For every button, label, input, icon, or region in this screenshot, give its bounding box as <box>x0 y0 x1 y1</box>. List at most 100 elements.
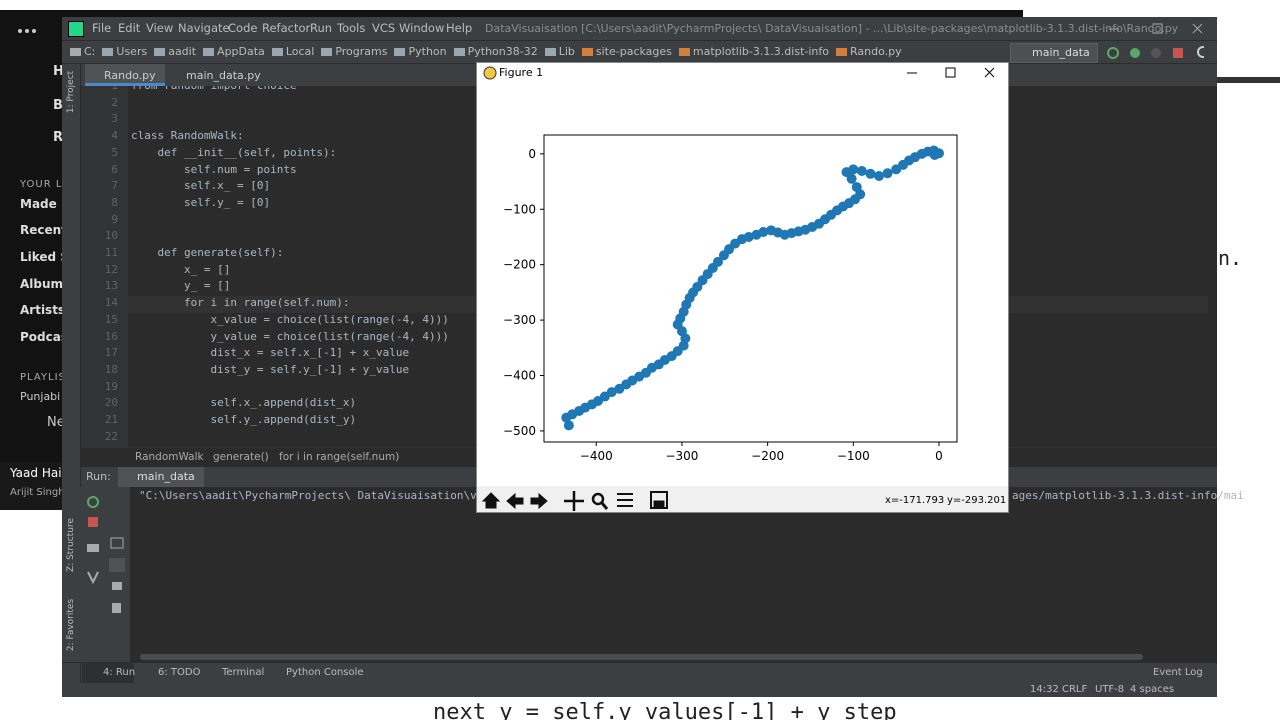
code-line: x_ = [] <box>131 262 231 276</box>
line-number: 2 <box>111 95 118 109</box>
menu-item[interactable]: Tools <box>337 21 366 35</box>
line-number: 21 <box>104 413 118 426</box>
spotify-nav: H <box>53 64 64 79</box>
menu-item[interactable]: Code <box>228 21 258 35</box>
code-line: x_value = choice(list(range(-4, 4))) <box>131 312 449 326</box>
path-text[interactable]: Python <box>408 45 447 58</box>
line-number: 11 <box>104 246 118 259</box>
path-item[interactable]: Programs <box>321 45 387 58</box>
menu-item[interactable]: Navigate <box>178 21 230 35</box>
menu-item[interactable]: Edit <box>118 21 141 35</box>
line-number: 7 <box>111 179 118 193</box>
path-item[interactable]: Lib <box>544 45 575 58</box>
coord-x: x=-171.793 <box>885 495 945 506</box>
menu-item[interactable]: Refactor <box>262 21 311 35</box>
active-bottom-tab[interactable] <box>82 662 134 683</box>
path-text[interactable]: Users <box>116 45 148 58</box>
bottom-tab[interactable]: 4: Run <box>103 667 136 678</box>
line-number: 18 <box>104 362 118 376</box>
path-text[interactable]: Python38-32 <box>467 45 538 58</box>
point <box>851 182 862 193</box>
h-scrollbar[interactable] <box>140 654 1143 660</box>
point <box>929 149 940 160</box>
side-tool: 2: Favorites <box>66 598 76 652</box>
menu-item[interactable]: Window <box>399 21 445 35</box>
point <box>848 164 859 175</box>
folder-icon <box>70 47 81 56</box>
path-item[interactable]: C: <box>70 45 95 58</box>
ide-window-controls <box>1109 23 1203 34</box>
path-text[interactable]: AppData <box>217 45 265 58</box>
line-number: 17 <box>104 346 118 360</box>
editor-tab[interactable]: Rando.py <box>104 69 156 82</box>
bottom-tab[interactable]: 6: TODO <box>158 667 201 678</box>
path-text[interactable]: site-packages <box>595 45 672 58</box>
y-tick-label: 0 <box>528 147 536 161</box>
bottom-tab[interactable]: Python Console <box>286 667 364 678</box>
path-item[interactable]: Python <box>394 45 447 58</box>
path-text[interactable]: aadit <box>168 45 197 58</box>
x-tick-label: −100 <box>837 449 870 463</box>
run-config-label[interactable]: main_data <box>1032 46 1090 59</box>
path-item[interactable]: AppData <box>203 45 265 58</box>
path-text[interactable]: matplotlib-3.1.3.dist-info <box>692 45 829 58</box>
path-text[interactable]: Lib <box>558 45 575 58</box>
run-config[interactable] <box>1010 43 1098 63</box>
line-number: 5 <box>111 145 118 159</box>
line-number: 8 <box>111 195 118 209</box>
line-number: 13 <box>104 279 118 293</box>
status-item: 4 spaces <box>1130 684 1175 695</box>
toolbar-icons <box>1107 46 1204 59</box>
x-tick-label: −300 <box>665 449 698 463</box>
bottom-tool-bar <box>62 662 1217 684</box>
path-item[interactable]: Local <box>271 45 315 58</box>
path-text[interactable]: C: <box>84 45 96 58</box>
y-tick-label: −300 <box>503 313 536 327</box>
path-item[interactable]: Python38-32 <box>453 45 538 58</box>
coord-y: y=-293.201 <box>947 495 1007 506</box>
spotify-playlist: Punjabi <box>20 390 61 403</box>
path-text[interactable]: Local <box>285 45 315 58</box>
path-text[interactable]: Rando.py <box>850 45 902 58</box>
menu-item[interactable]: VCS <box>372 21 396 35</box>
status-item: CRLF <box>1062 684 1088 695</box>
spotify-new: Ne <box>47 415 65 430</box>
line-number: 1 <box>80 86 118 93</box>
event-log[interactable]: Event Log <box>1153 667 1203 678</box>
menu-item[interactable]: View <box>146 21 174 35</box>
path-item[interactable]: Rando.py <box>836 45 902 58</box>
code-line: self.y_.append(dist_y) <box>131 413 357 426</box>
x-tick-label: −400 <box>580 449 613 463</box>
window-title: DataVisuaisation [C:\Users\aadit\Pycharm… <box>485 22 1179 35</box>
path-item[interactable]: site-packages <box>581 45 672 58</box>
folder-icon <box>321 47 333 56</box>
bottom-tab[interactable]: Terminal <box>222 667 265 678</box>
editor-tab[interactable]: main_data.py <box>186 69 261 82</box>
menu-item[interactable]: Help <box>446 21 473 35</box>
path-item[interactable]: aadit <box>154 45 196 58</box>
y-tick-label: −200 <box>503 258 536 272</box>
scrollbar <box>1208 86 1217 447</box>
run-tab-bg[interactable] <box>118 467 204 487</box>
spotify-library-item: Podcast <box>20 330 74 344</box>
code-line: y_value = choice(list(range(-4, 4))) <box>131 329 449 343</box>
run-tab[interactable]: main_data <box>137 470 195 483</box>
line-number: 3 <box>111 112 118 126</box>
path-item[interactable]: matplotlib-3.1.3.dist-info <box>678 45 829 58</box>
line-number: 6 <box>111 162 118 176</box>
run-output <box>80 487 1217 662</box>
code-line: def __init__(self, points): <box>131 145 337 159</box>
folder-icon <box>836 47 847 56</box>
spotify-section: PLAYLIS <box>20 372 66 383</box>
menu-item[interactable]: Run <box>310 21 333 35</box>
path-item[interactable]: Users <box>102 45 147 58</box>
gutter <box>80 86 128 447</box>
side-tool: Z: Structure <box>66 518 76 572</box>
line-number: 20 <box>104 396 118 410</box>
output-line: ages/matplotlib-3.1.3.dist-info/mai <box>1012 489 1244 502</box>
path-text[interactable]: Programs <box>335 45 388 58</box>
point <box>606 387 617 398</box>
figure-canvas: −400 −300 −200 −100 0 0 −100 −200 −300 −400 −500 <box>477 66 1008 512</box>
active-tab[interactable] <box>85 64 165 86</box>
menu-item[interactable]: File <box>92 21 112 35</box>
